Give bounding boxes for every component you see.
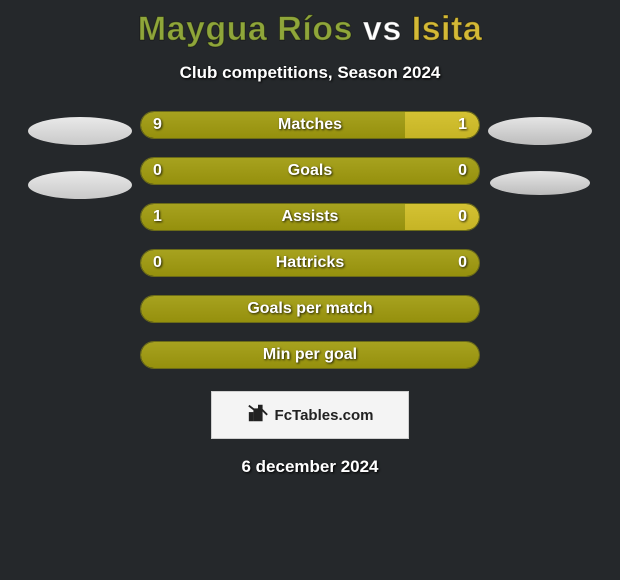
chart-icon [247,402,269,428]
stat-bar: 10Assists [140,203,480,231]
stat-bars: 91Matches 00Goals 10Assists 00Hattricks Goal… [140,111,480,369]
player-b-name: Isita [412,10,483,48]
player-a-name: Maygua Ríos [138,10,353,48]
stat-bar: 91Matches [140,111,480,139]
stats-area: 91Matches 00Goals 10Assists 00Hattricks Goal… [0,111,620,369]
stat-label: Goals per match [141,296,479,322]
player-a-placeholder-icon [28,117,132,145]
player-a-team-placeholder-icon [28,171,132,199]
page-title: Maygua Ríos vs Isita [138,10,483,49]
subtitle: Club competitions, Season 2024 [180,63,441,83]
stat-label: Hattricks [141,250,479,276]
comparison-card: Maygua Ríos vs Isita Club competitions, … [0,0,620,477]
left-player-col [20,111,140,369]
stat-bar: Min per goal [140,341,480,369]
attribution-text: FcTables.com [275,407,374,424]
stat-bar: 00Hattricks [140,249,480,277]
date-text: 6 december 2024 [241,457,378,477]
stat-label: Min per goal [141,342,479,368]
right-player-col [480,111,600,369]
stat-label: Matches [141,112,479,138]
player-b-team-placeholder-icon [490,171,590,195]
stat-label: Assists [141,204,479,230]
player-b-placeholder-icon [488,117,592,145]
attribution-badge: FcTables.com [211,391,409,439]
stat-label: Goals [141,158,479,184]
stat-bar: 00Goals [140,157,480,185]
stat-bar: Goals per match [140,295,480,323]
vs-text: vs [363,10,402,48]
